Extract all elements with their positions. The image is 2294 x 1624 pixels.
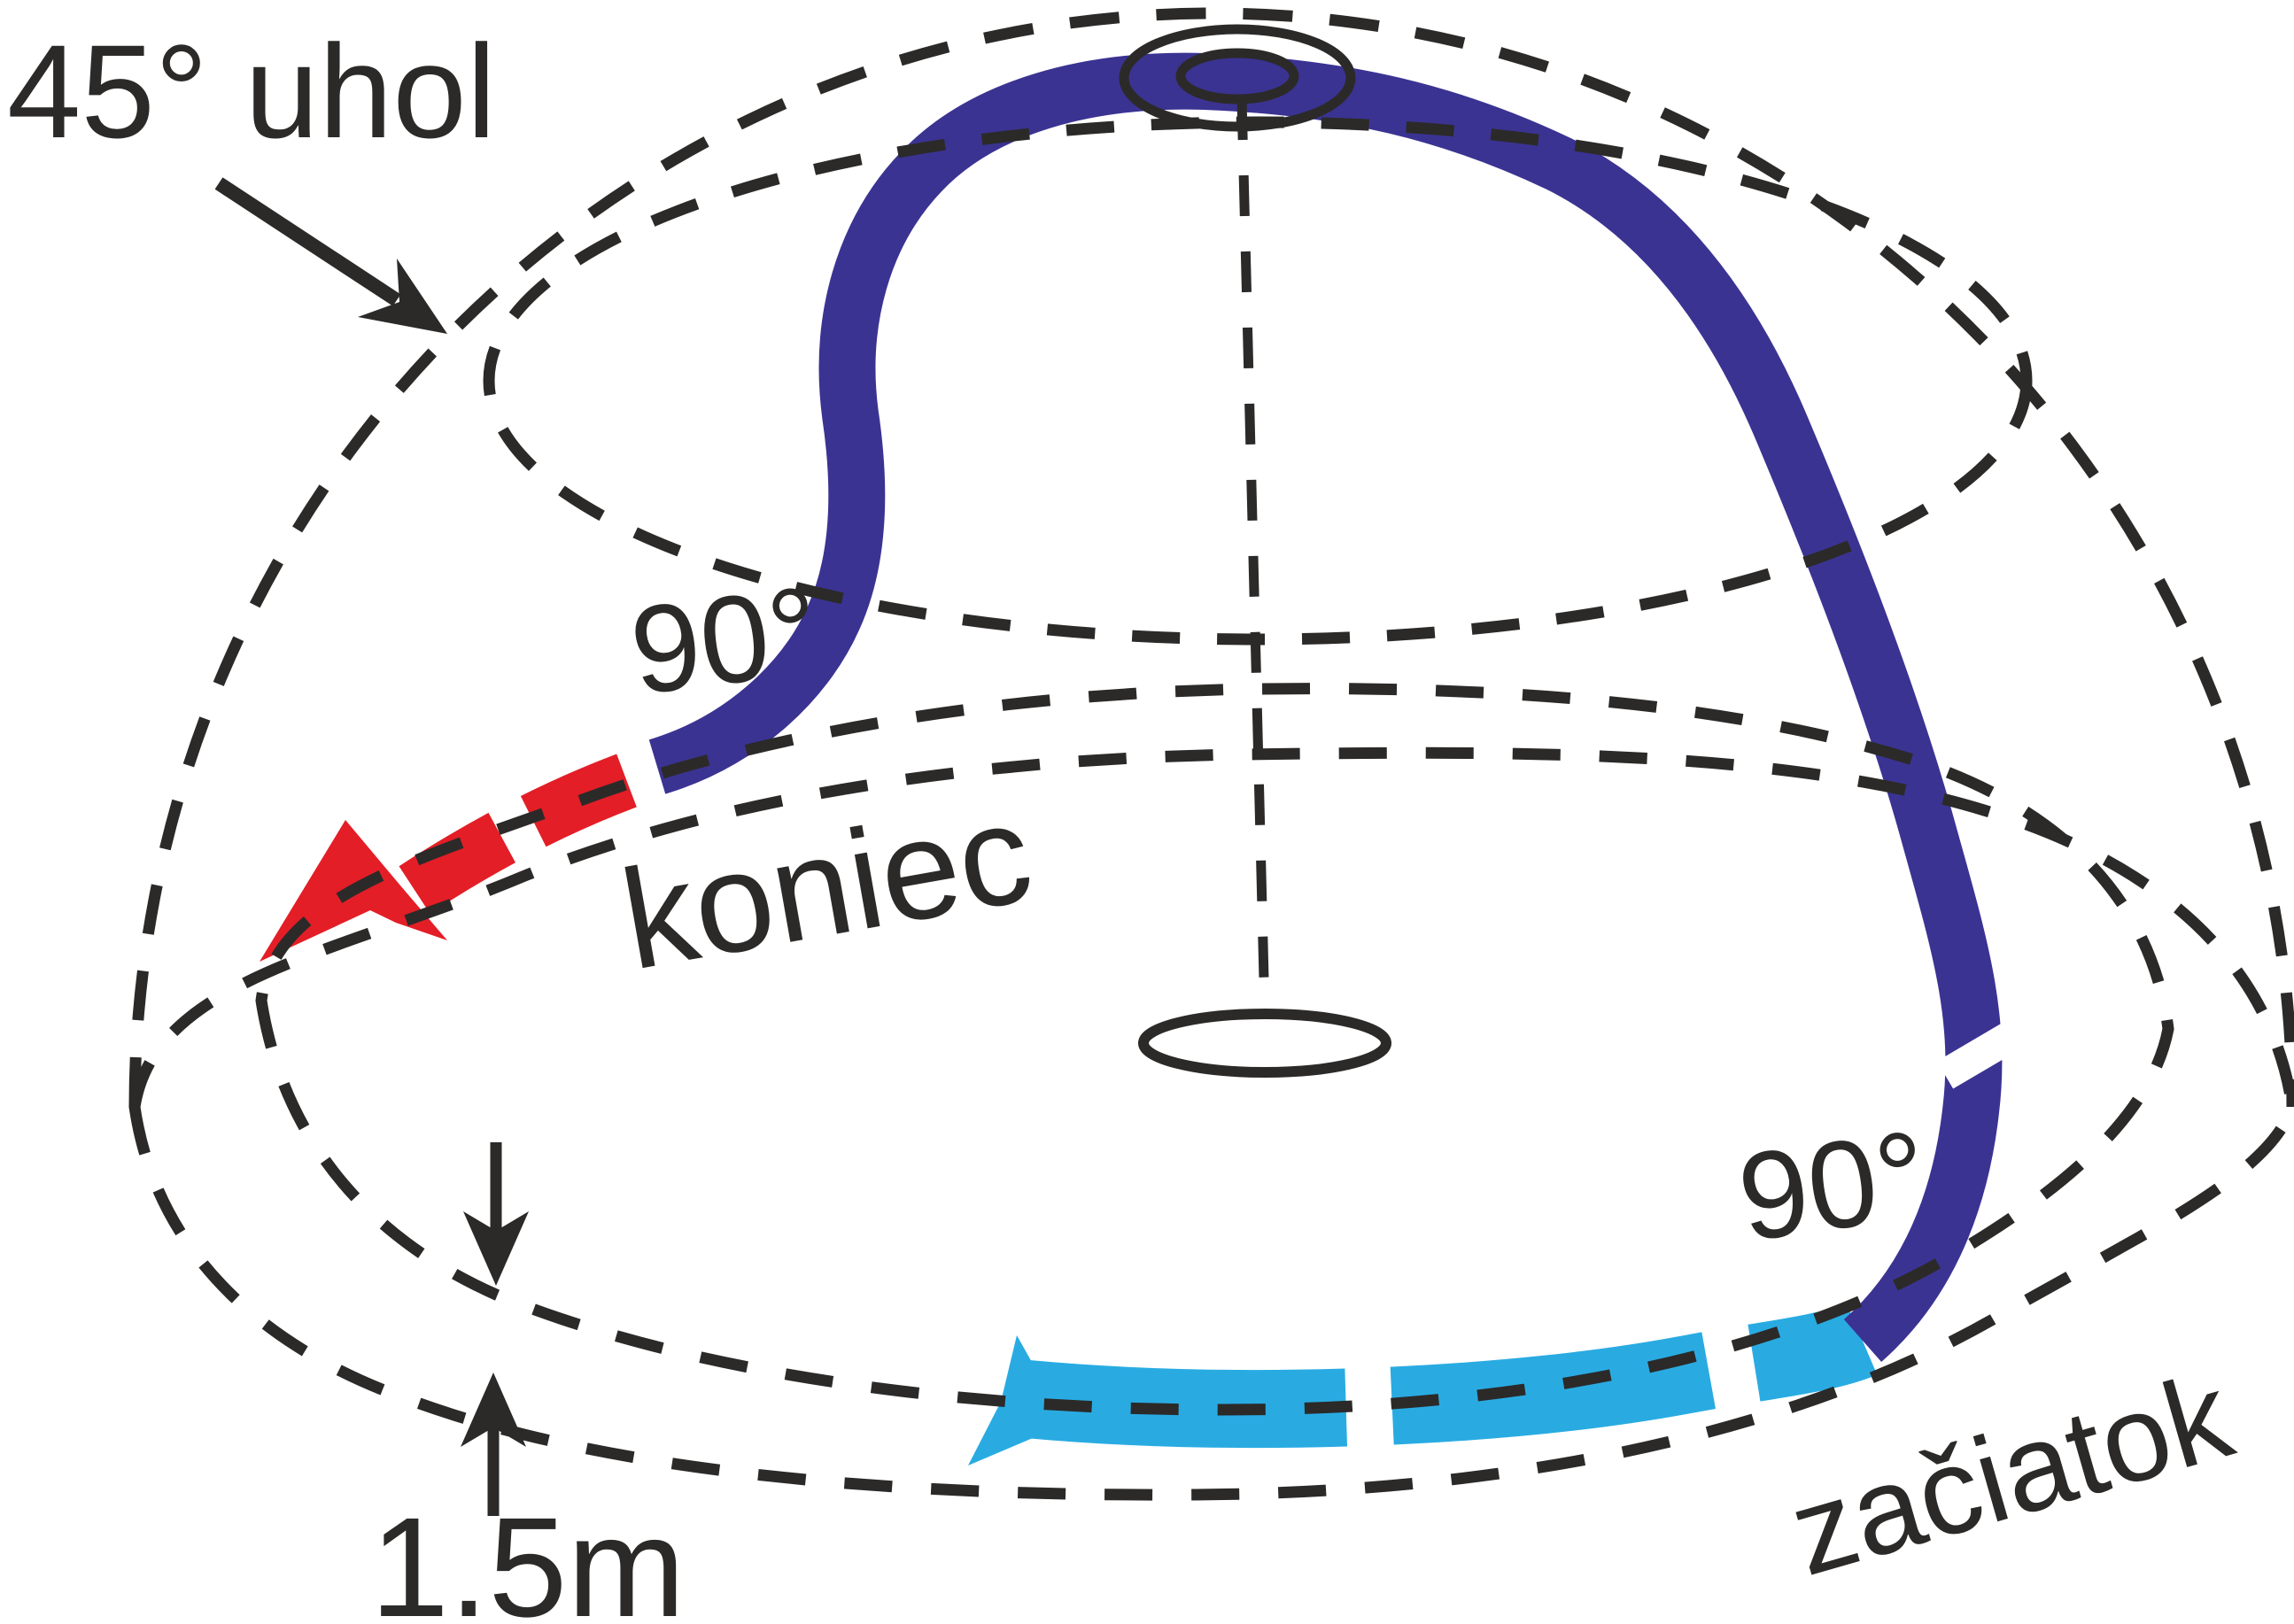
inner-base-circle (255, 683, 2174, 1416)
annotation-arrow-group (214, 177, 447, 334)
outer-ground-circle (128, 746, 2294, 1501)
dome-wireframe (128, 7, 2294, 1501)
start-arrow-group (968, 1303, 1878, 1465)
end-label: koniec (611, 772, 1042, 1000)
start-arrow-band (1023, 1303, 1878, 1448)
dome-silhouette (128, 7, 2294, 1108)
height-label: 1.5m (370, 1488, 686, 1624)
apex-inner-circle (1175, 48, 1299, 104)
angle-right-label: 90° (1731, 1103, 1936, 1267)
annotation-arrow-shaft (214, 177, 401, 306)
measure-arrow-up-icon (461, 1373, 526, 1447)
base-center-ellipse (1138, 1009, 1391, 1078)
movement-path-group (648, 52, 2044, 1363)
movement-path (648, 52, 2003, 1363)
movement-path-break (1936, 1008, 2044, 1089)
start-arrow-tail-icon (968, 1335, 1033, 1465)
center-axis-line (1236, 98, 1270, 1015)
apex-outer-circle (1119, 24, 1356, 132)
annotation-arrowhead-icon (358, 259, 447, 334)
measurement-group (461, 1142, 529, 1516)
measure-arrow-down-icon (463, 1211, 529, 1286)
angle-left-label: 90° (624, 560, 826, 721)
start-label: začiatok (1777, 1347, 2246, 1602)
angle-annotation-label: 45° uhol (7, 17, 496, 166)
